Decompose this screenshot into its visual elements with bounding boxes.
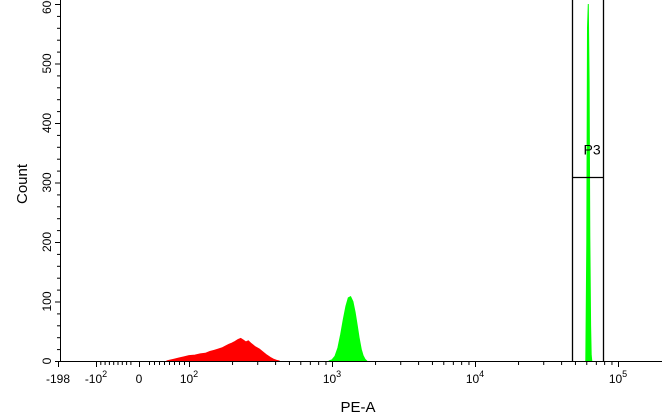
x-tick-label: -198	[46, 372, 70, 386]
gate-label: P3	[584, 142, 601, 158]
y-tick-label: 400	[40, 113, 54, 133]
y-tick-label: 300	[40, 172, 54, 192]
histogram-series	[166, 3, 593, 362]
y-axis-title: Count	[14, 163, 31, 204]
y-axis-ticks: 0 100 200 300 400 500 600	[40, 0, 60, 364]
y-tick-label: 200	[40, 232, 54, 252]
y-tick-label: 100	[40, 291, 54, 311]
histogram-peak-2	[328, 296, 369, 362]
y-tick-label: 0	[40, 357, 54, 364]
x-tick-label: 0	[136, 372, 143, 386]
x-axis-title: PE-A	[340, 399, 375, 416]
y-tick-label: 600	[40, 0, 54, 14]
histogram-peak-3	[585, 3, 593, 362]
y-tick-label: 500	[40, 53, 54, 73]
gate-p3[interactable]: P3	[571, 0, 605, 361]
x-tick-label: -102	[85, 369, 107, 386]
histogram-peak-1	[166, 337, 280, 362]
